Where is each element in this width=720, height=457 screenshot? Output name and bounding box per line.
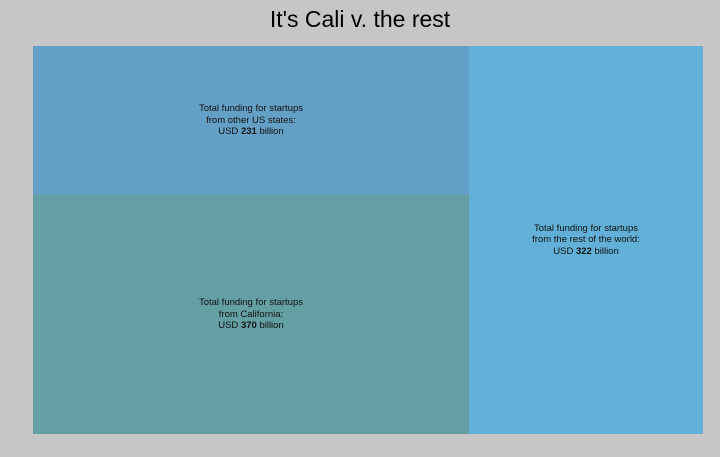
chart-title: It's Cali v. the rest: [269, 6, 451, 32]
tile-value-suffix: billion: [594, 245, 619, 257]
tile-label-rest-of-world: Total funding for startups from the rest…: [532, 223, 640, 258]
tile-value: 322: [575, 245, 592, 257]
tile-value-prefix: USD: [218, 126, 239, 138]
tile-label-line: from California:: [218, 308, 284, 320]
tile-value: 370: [240, 320, 257, 332]
tile-label-line: from the rest of the world:: [532, 234, 640, 246]
tile-value-suffix: billion: [259, 320, 284, 332]
tile-california: Total funding for startups from Californ…: [33, 195, 469, 434]
tile-label-line: from other US states:: [206, 114, 296, 126]
tile-other-us-states: Total funding for startups from other US…: [33, 46, 469, 195]
tile-label-line: Total funding for startups: [533, 222, 639, 234]
tile-label-other-us-states: Total funding for startups from other US…: [199, 103, 303, 138]
tile-value-line: USD 370 billion: [199, 320, 303, 332]
tile-rest-of-world: Total funding for startups from the rest…: [469, 46, 703, 434]
tile-label-line: Total funding for startups: [198, 297, 304, 309]
tile-value: 231: [240, 126, 257, 138]
tile-value-prefix: USD: [218, 320, 239, 332]
tile-value-suffix: billion: [259, 126, 284, 138]
tile-label-california: Total funding for startups from Californ…: [199, 297, 303, 332]
tile-value-line: USD 322 billion: [532, 246, 640, 258]
treemap: Total funding for startups from other US…: [33, 46, 703, 434]
tile-value-prefix: USD: [553, 245, 574, 257]
tile-value-line: USD 231 billion: [199, 126, 303, 138]
tile-label-line: Total funding for startups: [198, 103, 304, 115]
